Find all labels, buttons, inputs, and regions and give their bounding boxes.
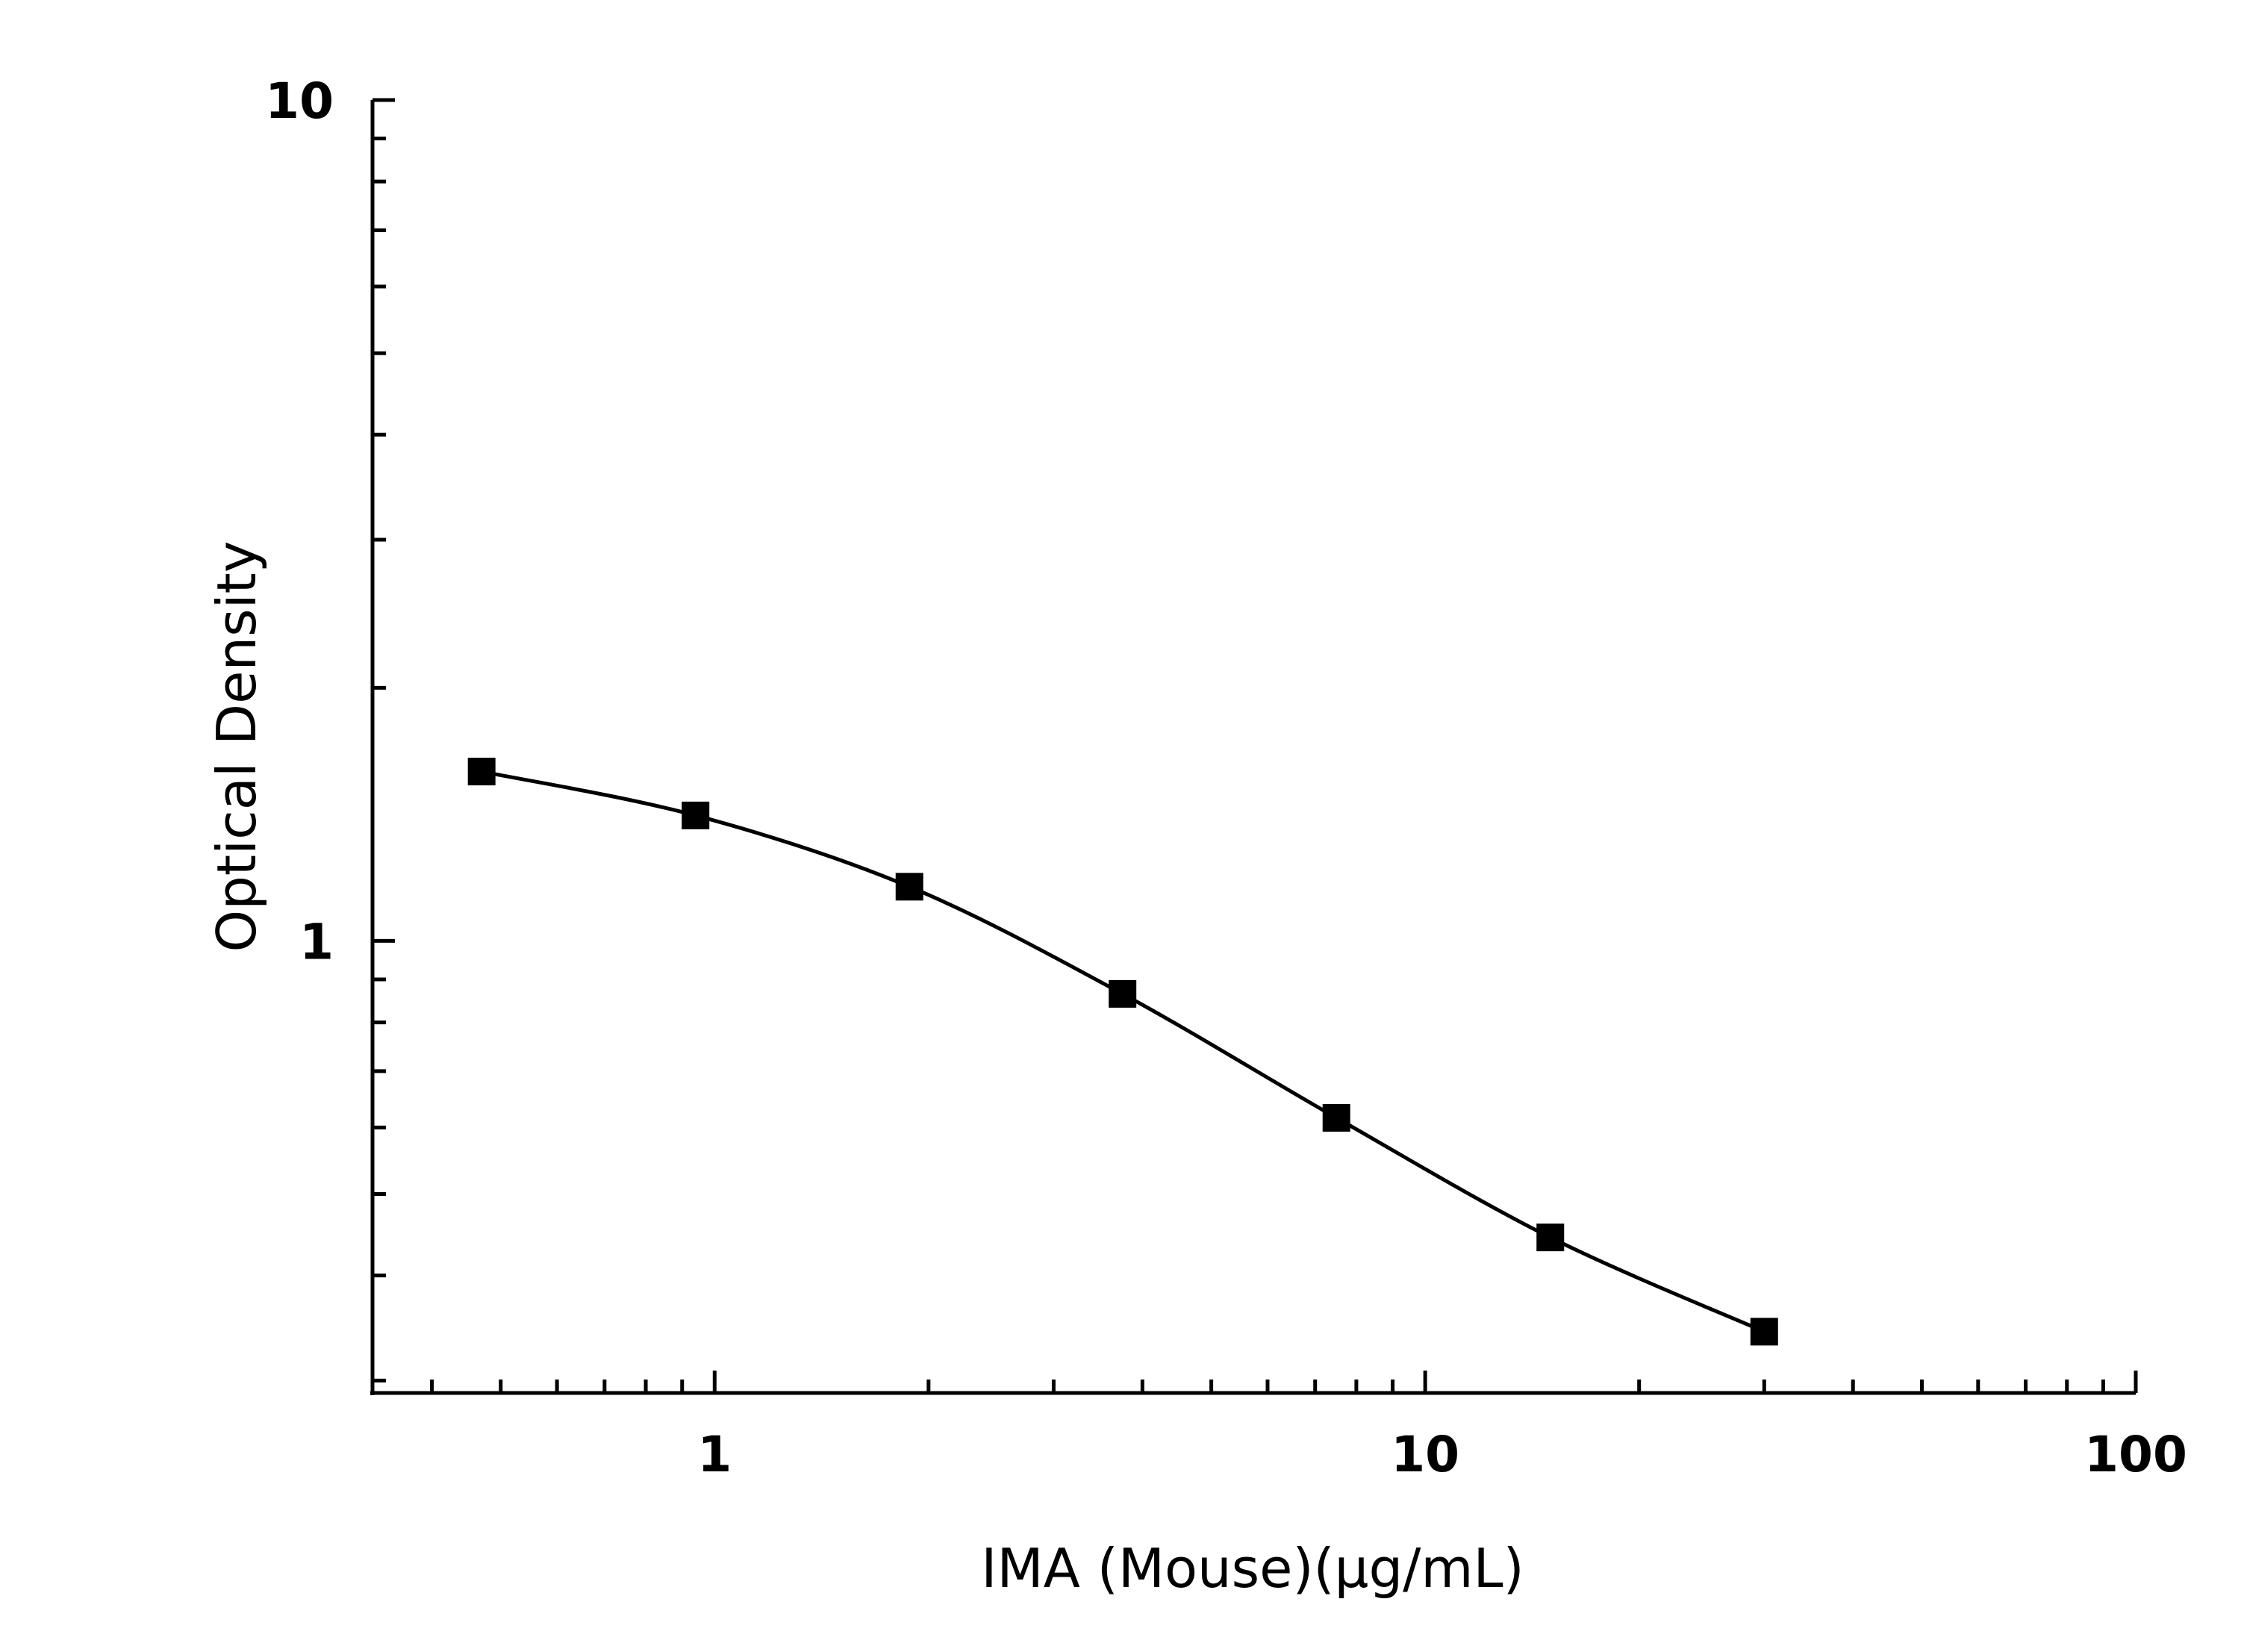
x-tick-label: 10 [1391,1426,1459,1483]
x-tick-labels: 1 10 100 [697,1426,2187,1483]
x-tick-label: 1 [697,1426,732,1483]
fit-curve [481,770,1765,1334]
y-axis-title: Optical Density [205,541,268,953]
data-point [467,758,496,786]
y-tick-labels: 1 10 [265,72,334,970]
axes [370,100,2136,1395]
x-tick-label: 100 [2084,1426,2187,1483]
data-point [1322,1103,1350,1132]
data-point [1536,1224,1565,1252]
data-points [467,758,1778,1346]
data-point [1109,979,1137,1008]
data-point [895,873,923,901]
x-ticks [430,1371,2138,1393]
data-point [682,801,710,829]
y-tick-label: 10 [265,72,334,130]
y-ticks [373,98,395,1383]
data-point [1750,1318,1778,1346]
x-axis-title: IMA (Mouse)(μg/mL) [981,1537,1524,1600]
y-tick-label: 1 [299,913,334,970]
